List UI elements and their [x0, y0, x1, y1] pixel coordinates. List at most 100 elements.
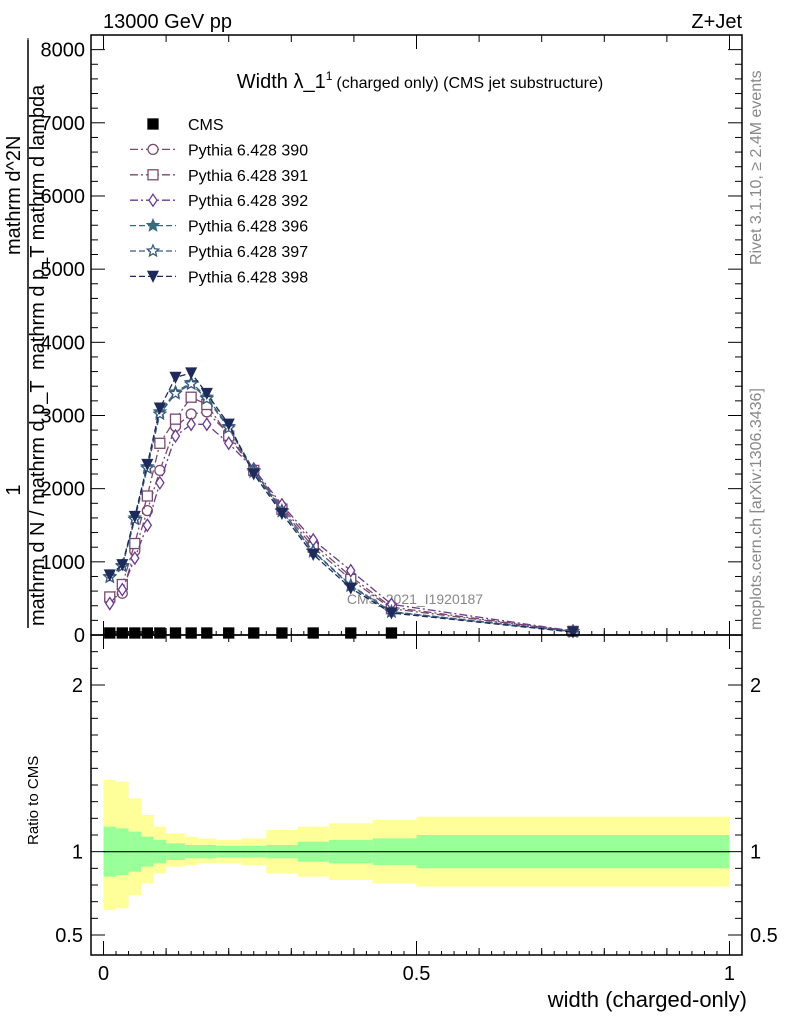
data-point — [116, 627, 128, 639]
header-energy: 13000 GeV pp — [103, 11, 232, 33]
legend-label: Pythia 6.428 397 — [188, 244, 308, 261]
main-series — [102, 367, 581, 639]
data-point — [169, 413, 182, 425]
y-tick-label: 7000 — [41, 113, 86, 135]
data-point — [103, 569, 116, 582]
ratio-y-tick-label: 0.5 — [55, 925, 83, 947]
legend-entry: Pythia 6.428 390 — [130, 142, 308, 159]
y-tick-label: 2000 — [41, 479, 86, 501]
data-point — [200, 387, 213, 400]
data-point — [155, 475, 165, 490]
ylabel-right-numerator: mathrm d^2N — [3, 136, 25, 255]
plot-title-main: Width λ_1 — [237, 71, 326, 93]
data-point — [202, 417, 212, 432]
legend-entry: CMS — [147, 117, 224, 134]
legend-marker — [147, 118, 159, 130]
x-tick-label: 0 — [98, 963, 109, 985]
y-tick-label: 8000 — [41, 40, 86, 62]
data-point — [344, 582, 357, 595]
ylabel-right-denominator: mathrm d p_T mathrm d lambda — [27, 84, 49, 370]
data-point — [566, 626, 580, 639]
data-point — [385, 607, 398, 620]
data-point — [183, 376, 199, 391]
legend-marker — [145, 217, 161, 232]
data-point — [129, 627, 141, 639]
data-point — [307, 627, 319, 639]
legend-entry: Pythia 6.428 397 — [130, 243, 308, 261]
data-point — [130, 550, 140, 566]
ratio-xlabel: width (charged-only) — [547, 987, 747, 1012]
legend-entry: Pythia 6.428 398 — [130, 269, 308, 286]
series-line — [109, 423, 574, 632]
data-point — [154, 464, 166, 477]
data-point — [275, 507, 288, 520]
data-point — [222, 418, 235, 431]
ratio-ylabel: Ratio to CMS — [25, 756, 42, 845]
ratio-y-tick-label: 2 — [72, 675, 83, 697]
data-point — [169, 627, 182, 639]
y-tick-label: 6000 — [41, 186, 86, 208]
data-point — [307, 548, 320, 561]
data-point — [141, 490, 153, 502]
legend-label: Pythia 6.428 390 — [188, 142, 308, 159]
analysis-watermark: CMS_2021_I1920187 — [347, 591, 483, 607]
y-tick-label: 3000 — [41, 405, 86, 427]
legend-marker — [147, 169, 159, 181]
y-tick-label: 4000 — [41, 332, 86, 354]
data-point — [153, 402, 166, 415]
rivet-label: Rivet 3.1.10, ≥ 2.4M events — [748, 70, 765, 265]
data-point — [141, 627, 153, 639]
plot-title-rest: (charged only) (CMS jet substructure) — [336, 75, 603, 92]
series-line — [109, 396, 574, 632]
ratio-y-tick-label-right: 0.5 — [750, 925, 778, 947]
data-point — [141, 458, 154, 471]
legend-marker — [145, 243, 161, 258]
legend-marker — [146, 270, 160, 283]
legend-entry: Pythia 6.428 391 — [130, 168, 308, 185]
ratio-y-tick-label-right: 1 — [750, 842, 761, 864]
data-point — [170, 428, 181, 444]
data-point — [128, 510, 141, 523]
axes: 0 1000 2000 3000 4000 5000 6000 7000 8000 0 0.5 1 0.… — [41, 34, 778, 985]
data-point — [104, 627, 116, 639]
data-point — [345, 563, 356, 578]
mcplots-label: mcplots.cern.ch [arXiv:1306.3436] — [748, 388, 765, 630]
data-point — [276, 627, 288, 639]
legend-label: Pythia 6.428 391 — [188, 168, 308, 185]
legend-entry: Pythia 6.428 392 — [130, 193, 308, 210]
legend-marker — [148, 193, 158, 208]
y-tick-label: 5000 — [41, 259, 86, 281]
data-point — [201, 627, 213, 639]
plot-title: Width λ_11 (charged only) (CMS jet substr… — [237, 69, 603, 93]
data-point — [186, 417, 196, 432]
ratio-y-tick-label-right: 2 — [750, 675, 761, 697]
header-process: Z+Jet — [691, 11, 742, 33]
legend-label: CMS — [188, 117, 224, 134]
data-point — [129, 537, 141, 550]
series-line — [109, 411, 574, 632]
series-6 — [103, 367, 580, 639]
plot-title-sup: 1 — [326, 69, 333, 83]
data-point — [185, 391, 197, 403]
ratio-frame — [90, 634, 743, 956]
legend-label: Pythia 6.428 396 — [188, 219, 308, 236]
x-tick-label: 1 — [724, 963, 735, 985]
legend-entry: Pythia 6.428 396 — [130, 217, 308, 236]
data-point — [223, 436, 234, 451]
data-point — [104, 596, 115, 611]
data-point — [141, 504, 153, 517]
y-tick-label: 0 — [74, 625, 85, 647]
data-point — [154, 437, 166, 449]
main-ylabel: 1 mathrm d N / mathrm d p_T mathrm d^2N … — [3, 38, 49, 628]
data-point — [142, 518, 153, 533]
data-point — [154, 627, 166, 639]
legend-marker — [147, 143, 159, 156]
series-line — [109, 372, 574, 633]
legend-label: Pythia 6.428 392 — [188, 193, 308, 210]
legend: CMS Pythia 6.428 390 Pythia 6.428 391 Pythi… — [130, 117, 308, 286]
data-point — [168, 385, 183, 400]
ratio-bands — [103, 780, 730, 910]
legend-label: Pythia 6.428 398 — [188, 269, 308, 286]
ylabel-numerator: 1 — [3, 484, 25, 495]
